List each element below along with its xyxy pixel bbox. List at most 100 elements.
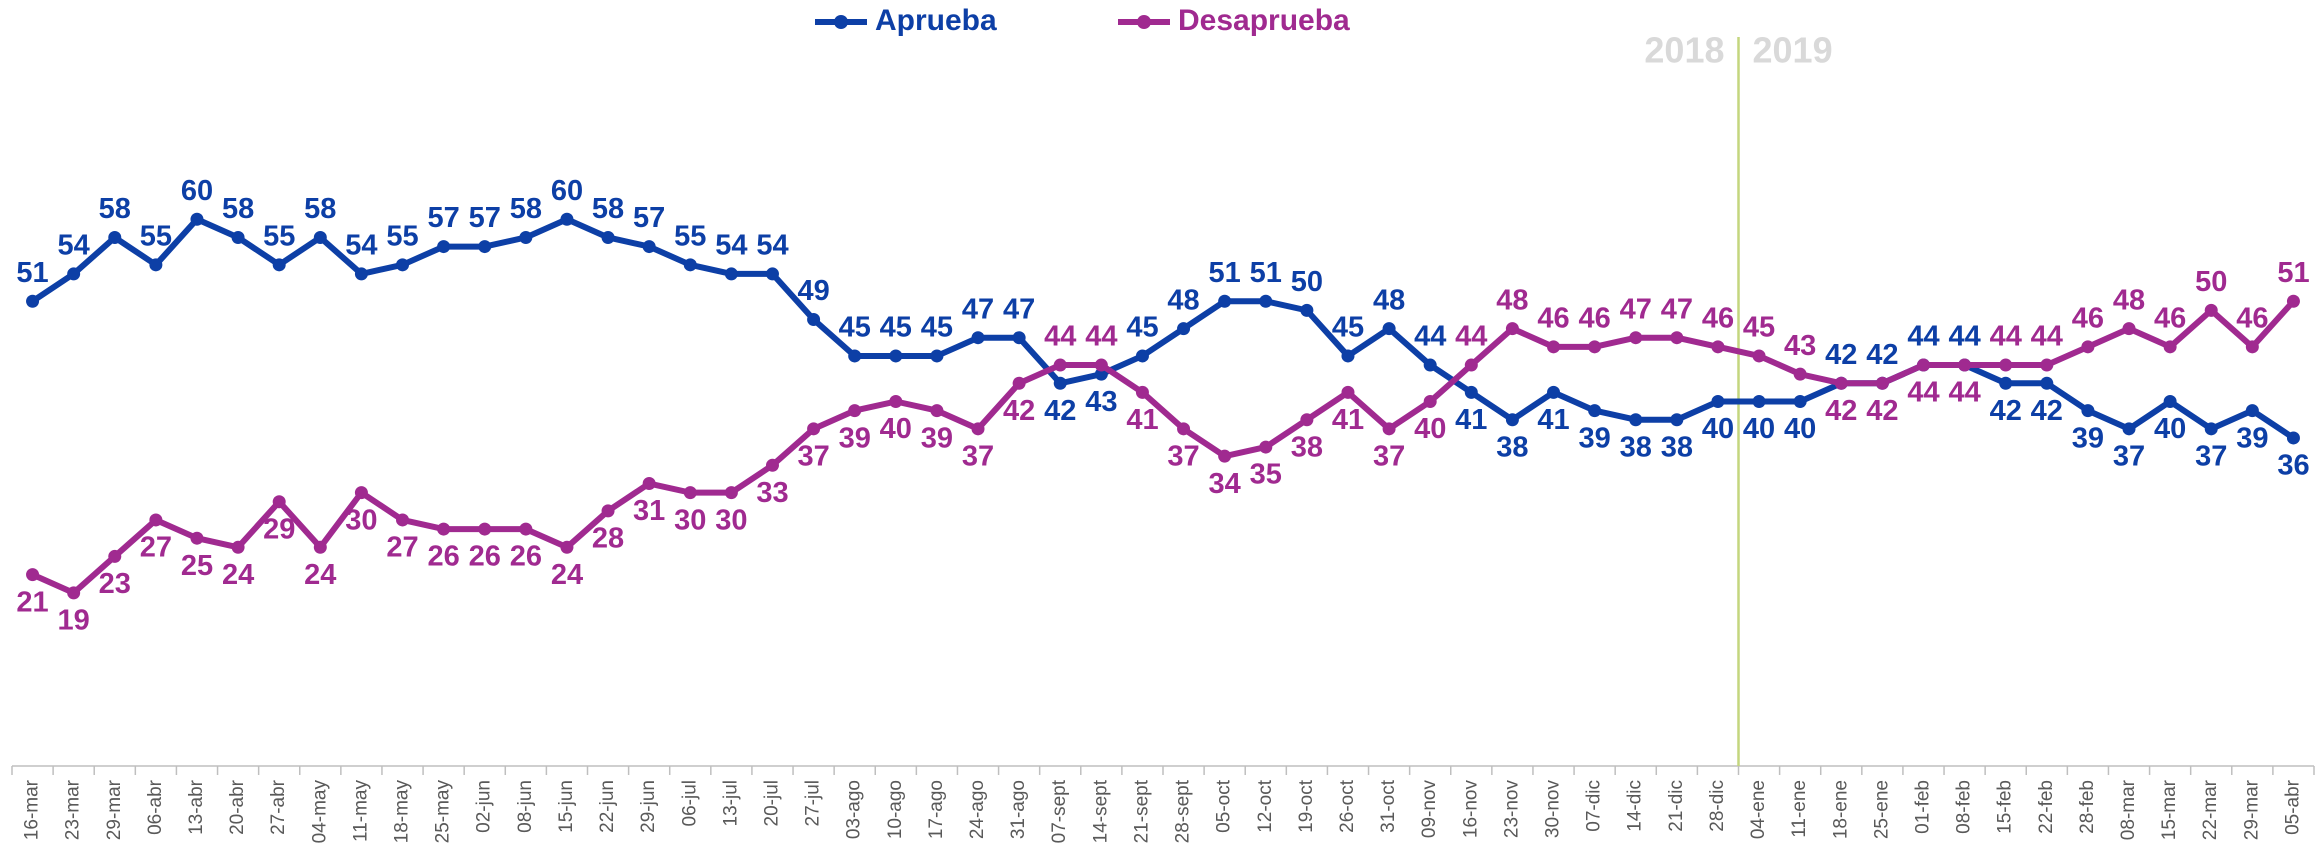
data-point — [683, 486, 697, 500]
data-point — [1629, 331, 1643, 345]
year-label: 2019 — [1753, 30, 1833, 71]
data-point — [1793, 395, 1807, 408]
data-label: 48 — [1373, 284, 1405, 316]
x-tick-label: 19-oct — [1296, 779, 1317, 833]
x-tick-label: 28-dic — [1707, 780, 1728, 832]
data-point — [396, 258, 410, 272]
data-point — [2286, 431, 2300, 445]
data-label: 55 — [386, 220, 418, 252]
x-tick-label: 28-feb — [2077, 780, 2098, 834]
data-label: 42 — [1003, 395, 1035, 427]
data-label: 55 — [263, 220, 295, 252]
data-label: 40 — [2154, 413, 2186, 445]
x-tick-label: 01-feb — [1912, 780, 1933, 834]
data-label: 58 — [99, 193, 131, 225]
x-tick-label: 17-ago — [926, 780, 947, 839]
data-point — [807, 422, 821, 436]
data-label: 37 — [1167, 440, 1199, 472]
year-label: 2018 — [1644, 30, 1724, 71]
x-tick-label: 22-jun — [597, 780, 618, 833]
data-label: 48 — [1167, 284, 1199, 316]
data-label: 55 — [674, 220, 706, 252]
data-point — [971, 331, 985, 345]
data-point — [848, 404, 862, 418]
data-label: 60 — [181, 175, 213, 207]
data-label: 29 — [263, 513, 295, 545]
data-label: 57 — [427, 202, 459, 234]
data-label: 54 — [345, 230, 377, 262]
data-label: 34 — [1209, 468, 1241, 500]
data-label: 60 — [551, 175, 583, 207]
data-label: 57 — [469, 202, 501, 234]
data-point — [601, 504, 615, 518]
data-point — [2040, 358, 2054, 372]
data-label: 54 — [58, 230, 90, 262]
data-point — [1341, 385, 1355, 399]
data-point — [1711, 340, 1725, 354]
x-tick-label: 03-ago — [844, 780, 865, 839]
data-point — [1834, 376, 1848, 390]
x-tick-label: 07-sept — [1049, 779, 1070, 843]
data-point — [1793, 367, 1807, 381]
data-point — [930, 404, 944, 418]
data-point — [1547, 340, 1561, 354]
data-point — [1012, 376, 1026, 390]
data-point — [1588, 404, 1602, 418]
data-point — [1752, 395, 1766, 408]
legend-label: Aprueba — [875, 4, 997, 37]
data-point — [2040, 376, 2054, 390]
data-label: 41 — [1455, 404, 1487, 436]
x-tick-label: 16-mar — [22, 779, 43, 840]
data-point — [1218, 449, 1232, 463]
x-tick-label: 06-abr — [145, 779, 166, 835]
data-point — [2245, 340, 2259, 354]
data-point — [601, 230, 615, 244]
data-label: 44 — [1044, 321, 1076, 353]
data-label: 45 — [880, 312, 912, 344]
data-point — [1094, 367, 1108, 381]
x-tick-label: 08-jun — [515, 780, 536, 833]
data-point — [889, 349, 903, 363]
data-label: 55 — [140, 220, 172, 252]
data-label: 48 — [2113, 284, 2145, 316]
x-tick-label: 10-ago — [885, 780, 906, 839]
data-label: 35 — [1250, 459, 1282, 491]
data-label: 47 — [1003, 293, 1035, 325]
x-tick-label: 08-mar — [2118, 779, 2139, 840]
data-label: 47 — [1620, 293, 1652, 325]
x-tick-label: 31-ago — [1008, 780, 1029, 839]
data-point — [1012, 331, 1026, 345]
data-label: 44 — [2031, 321, 2063, 353]
data-label: 38 — [1496, 431, 1528, 463]
data-label: 42 — [1866, 395, 1898, 427]
data-label: 54 — [756, 230, 788, 262]
data-label: 46 — [2236, 302, 2268, 334]
data-point — [108, 230, 122, 244]
data-label: 44 — [1990, 321, 2022, 353]
data-point — [354, 486, 368, 500]
data-point — [67, 267, 81, 281]
data-label: 42 — [1825, 339, 1857, 371]
data-label: 39 — [1578, 422, 1610, 454]
x-tick-label: 06-jul — [679, 780, 700, 826]
data-label: 44 — [1085, 321, 1117, 353]
data-point — [519, 522, 533, 536]
data-label: 33 — [756, 477, 788, 509]
data-point — [1053, 358, 1067, 372]
data-label: 26 — [469, 541, 501, 573]
data-label: 48 — [1496, 284, 1528, 316]
legend-marker — [1137, 15, 1151, 29]
data-label: 40 — [880, 413, 912, 445]
data-point — [889, 395, 903, 408]
x-tick-label: 09-nov — [1419, 780, 1440, 839]
data-point — [149, 513, 163, 527]
data-point — [437, 522, 451, 536]
x-tick-label: 05-abr — [2282, 779, 2303, 835]
data-point — [26, 568, 40, 582]
data-point — [149, 258, 163, 272]
data-label: 40 — [1743, 413, 1775, 445]
data-label: 38 — [1661, 431, 1693, 463]
x-tick-label: 27-jul — [803, 780, 824, 826]
x-tick-label: 31-oct — [1378, 779, 1399, 833]
data-point — [1135, 385, 1149, 399]
